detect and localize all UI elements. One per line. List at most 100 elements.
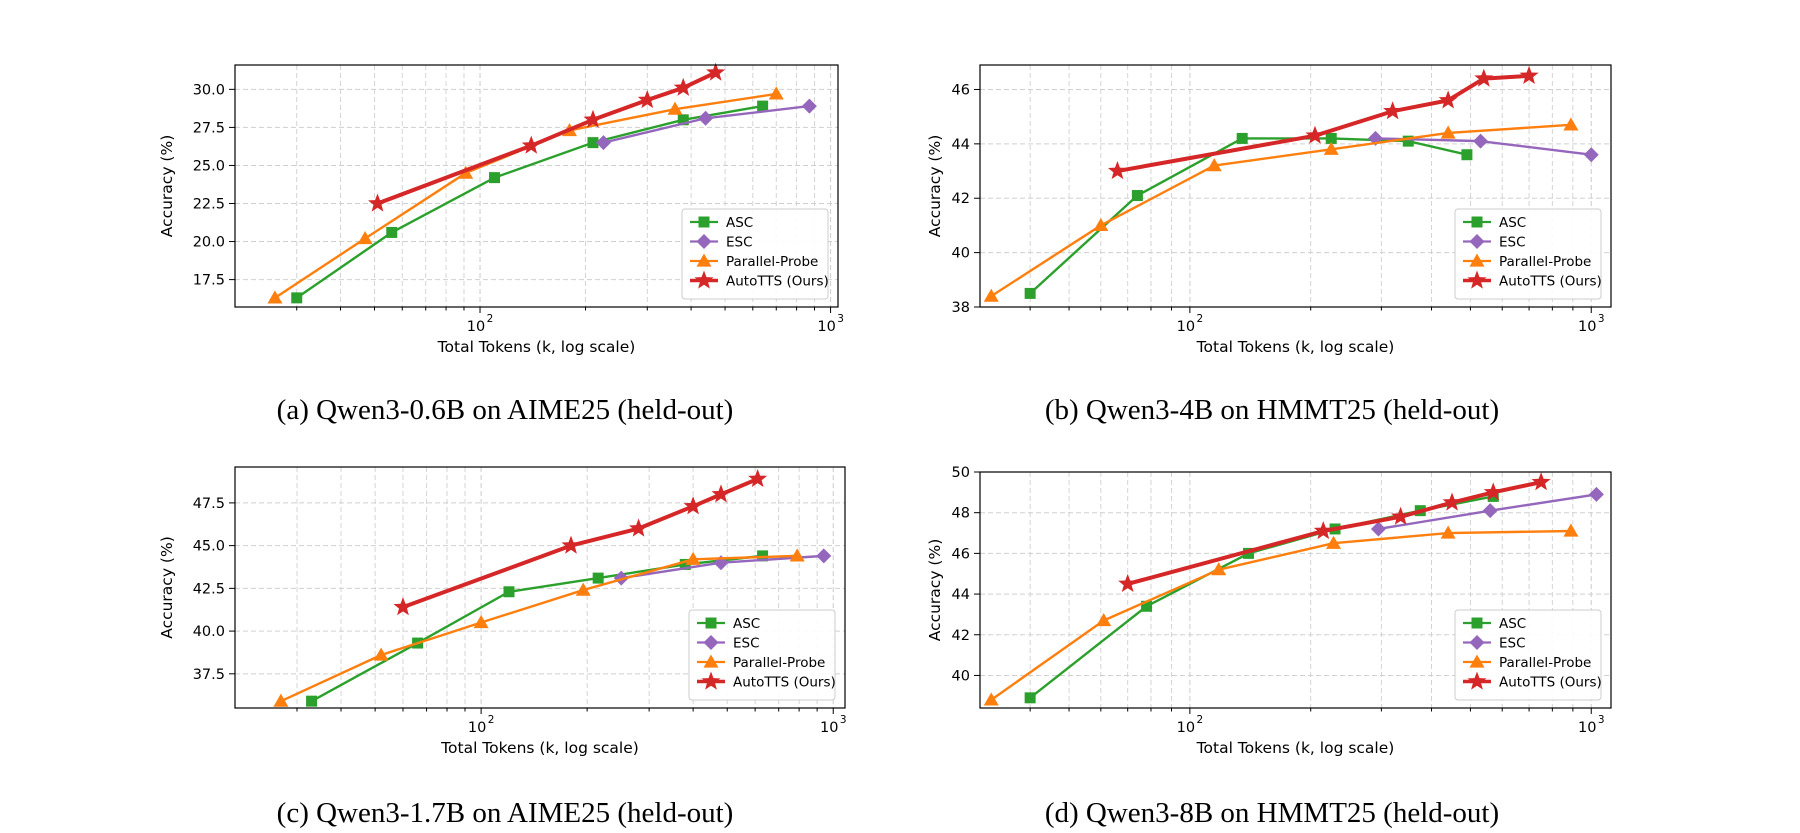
data-point (1563, 117, 1579, 131)
series-autotts-ours (1107, 65, 1539, 180)
data-point (561, 535, 581, 554)
data-point (1370, 521, 1386, 537)
legend-label: ESC (733, 636, 760, 652)
legend-marker (1471, 216, 1483, 228)
legend-item: AutoTTS (Ours) (697, 671, 836, 691)
y-tick-label: 30.0 (193, 82, 225, 98)
data-point (1305, 125, 1325, 144)
data-point (373, 647, 389, 661)
legend-label: ASC (1499, 616, 1526, 632)
data-point (679, 558, 691, 570)
data-point (816, 548, 832, 564)
legend: ASC ESC Parallel-Probe AutoTTS (Ours) (681, 208, 829, 300)
series-line (1127, 480, 1542, 586)
legend-marker (703, 635, 719, 650)
y-axis-label: Accuracy (%) (926, 135, 944, 238)
y-tick-label: 50 (952, 465, 970, 481)
plot-frame (979, 64, 1612, 308)
data-point (306, 695, 318, 707)
x-tick-exponent: 2 (488, 714, 495, 726)
data-point (1093, 217, 1109, 232)
legend-item: Parallel-Probe (1463, 654, 1591, 671)
legend-item: Parallel-Probe (1463, 253, 1591, 270)
grid (235, 467, 845, 708)
data-point (273, 693, 289, 707)
legend-label: Parallel-Probe (726, 254, 818, 270)
y-tick-label: 38 (952, 300, 970, 316)
y-tick-label: 48 (952, 506, 970, 522)
legend-marker (1467, 270, 1487, 289)
legend-label: AutoTTS (Ours) (726, 274, 829, 290)
legend-label: Parallel-Probe (733, 655, 825, 671)
data-point (1326, 535, 1342, 549)
data-point (357, 231, 373, 245)
y-tick-label: 46 (952, 546, 970, 562)
panel-caption: (a) Qwen3-0.6B on AIME25 (held-out) (277, 394, 734, 426)
series-esc (1367, 130, 1599, 163)
legend-marker (698, 216, 710, 228)
x-tick-exponent: 2 (1197, 313, 1204, 325)
data-point (521, 135, 541, 154)
y-tick-label: 20.0 (193, 235, 225, 251)
data-point (1440, 525, 1456, 539)
legend-marker (1469, 253, 1485, 267)
y-tick-label: 37.5 (193, 667, 225, 683)
data-point (698, 110, 714, 126)
legend-label: AutoTTS (Ours) (733, 675, 836, 691)
y-tick-label: 40.0 (193, 624, 225, 640)
data-point (1473, 133, 1489, 149)
plot-frame (979, 471, 1612, 709)
legend-box (1454, 208, 1602, 300)
legend-item: AutoTTS (Ours) (690, 270, 829, 290)
x-axis-label: Total Tokens (k, log scale) (440, 739, 639, 757)
data-point (983, 288, 999, 302)
series-line (376, 70, 717, 206)
x-tick-exponent: 2 (487, 313, 494, 325)
data-point (673, 77, 693, 96)
data-point (768, 86, 784, 100)
x-tick-exponent: 3 (1598, 313, 1605, 325)
data-point (637, 90, 657, 109)
series-line (990, 529, 1571, 701)
data-point (1391, 506, 1411, 525)
panel-caption: (b) Qwen3-4B on HMMT25 (held-out) (1045, 394, 1499, 426)
data-point (291, 292, 303, 304)
legend-box (1454, 609, 1602, 701)
data-point (613, 570, 629, 586)
data-point (503, 586, 515, 598)
legend-marker (694, 270, 714, 289)
y-tick-label: 44 (952, 137, 970, 153)
legend-item: ASC (697, 616, 760, 632)
series-esc (1370, 486, 1604, 537)
legend-label: AutoTTS (Ours) (1499, 675, 1602, 691)
series-line (990, 123, 1572, 298)
data-point (683, 496, 703, 515)
plot-frame (234, 64, 839, 308)
x-tick-label: 10 (1177, 720, 1195, 736)
legend-label: ESC (1499, 636, 1526, 652)
legend-box (681, 208, 829, 300)
legend-marker (1469, 635, 1485, 650)
x-tick-label: 10 (1578, 319, 1596, 335)
legend-label: ASC (1499, 215, 1526, 231)
data-point (1482, 503, 1498, 519)
legend-item: ESC (697, 635, 760, 652)
data-point (1096, 613, 1112, 627)
panel-caption: (d) Qwen3-8B on HMMT25 (held-out) (1045, 797, 1499, 829)
x-tick-label: 10 (817, 319, 835, 335)
data-point (1442, 492, 1462, 511)
y-tick-label: 42 (952, 191, 970, 207)
data-point (1107, 161, 1127, 180)
legend-marker (703, 654, 719, 668)
legend-label: ASC (726, 215, 753, 231)
panel-caption: (c) Qwen3-1.7B on AIME25 (held-out) (277, 797, 734, 829)
x-tick-label: 10 (1177, 319, 1195, 335)
series-parallel-probe (983, 117, 1579, 302)
data-point (1118, 573, 1138, 592)
series-autotts-ours (368, 62, 726, 212)
data-point (1563, 523, 1579, 537)
y-tick-label: 42 (952, 628, 970, 644)
